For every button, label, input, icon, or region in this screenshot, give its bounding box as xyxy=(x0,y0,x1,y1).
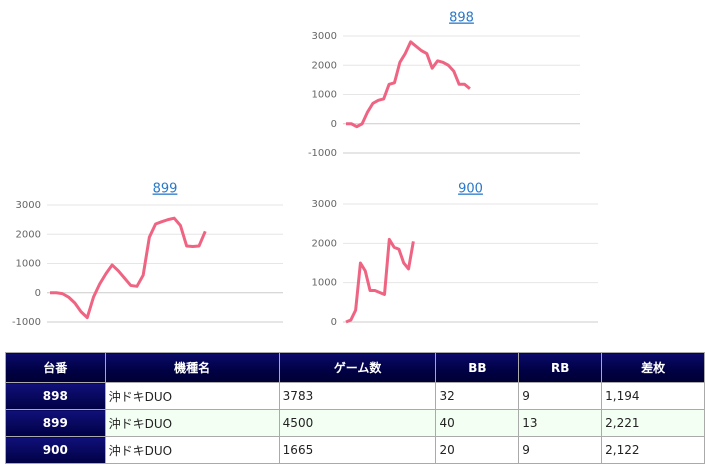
table-cell: 沖ドキDUO xyxy=(104,436,280,464)
y-tick-label: 3000 xyxy=(312,31,337,42)
table-cell: 32 xyxy=(435,382,520,410)
table-cell: 1665 xyxy=(278,436,437,464)
chart-title[interactable]: 900 xyxy=(458,182,483,197)
table-cell: 9 xyxy=(518,382,603,410)
table-cell: 2,221 xyxy=(601,409,705,437)
y-tick-label: 0 xyxy=(331,317,337,328)
table-cell: 2,122 xyxy=(601,436,705,464)
table-row: 898 沖ドキDUO 3783 32 9 1,194 xyxy=(5,382,705,410)
table-row: 900 沖ドキDUO 1665 20 9 2,122 xyxy=(5,436,705,464)
row-id-cell: 900 xyxy=(5,436,106,464)
table-cell: 13 xyxy=(518,409,603,437)
table-cell: 沖ドキDUO xyxy=(104,382,280,410)
header-cell: 機種名 xyxy=(104,352,280,383)
line-series xyxy=(345,237,415,324)
y-tick-label: 0 xyxy=(331,119,337,130)
y-tick-label: 1000 xyxy=(312,90,337,101)
chart-title[interactable]: 899 xyxy=(153,182,178,197)
y-tick-label: 0 xyxy=(35,288,41,299)
table-cell: 9 xyxy=(518,436,603,464)
table-cell: 沖ドキDUO xyxy=(104,409,280,437)
y-tick-label: 2000 xyxy=(16,229,41,240)
header-cell: 台番 xyxy=(5,352,106,383)
row-id-cell: 899 xyxy=(5,409,106,437)
y-tick-label: 2000 xyxy=(312,60,337,71)
charts: 898 -1000 0 1000 2000 3000 899 -1000 0 1000 2000 30… xyxy=(12,11,598,328)
chart-title[interactable]: 898 xyxy=(449,11,474,26)
line-series xyxy=(346,40,471,129)
header-cell: BB xyxy=(435,352,520,383)
data-table: 台番 機種名 ゲーム数 BB RB 差枚 898 沖ドキDUO 3783 32 9 1,194 899… xyxy=(5,352,705,464)
row-id-cell: 898 xyxy=(5,382,106,410)
header-cell: RB xyxy=(518,352,603,383)
y-tick-label: -1000 xyxy=(308,148,337,159)
table-cell: 3783 xyxy=(278,382,437,410)
table-cell: 4500 xyxy=(278,409,437,437)
table-cell: 40 xyxy=(435,409,520,437)
line-series xyxy=(50,216,207,320)
header-row: 台番 機種名 ゲーム数 BB RB 差枚 xyxy=(5,352,705,383)
y-tick-label: 3000 xyxy=(312,199,337,210)
y-tick-label: -1000 xyxy=(12,317,41,328)
table-cell: 20 xyxy=(435,436,520,464)
table-body: 898 沖ドキDUO 3783 32 9 1,194 899 沖ドキDUO 4500 40 13 2,… xyxy=(5,382,705,464)
table-cell: 1,194 xyxy=(601,382,705,410)
y-tick-label: 3000 xyxy=(16,200,41,211)
header-cell: ゲーム数 xyxy=(278,352,437,383)
table-row: 899 沖ドキDUO 4500 40 13 2,221 xyxy=(5,409,705,437)
y-tick-label: 1000 xyxy=(312,278,337,289)
y-tick-label: 1000 xyxy=(16,259,41,270)
header-cell: 差枚 xyxy=(601,352,705,383)
y-tick-label: 2000 xyxy=(312,238,337,249)
